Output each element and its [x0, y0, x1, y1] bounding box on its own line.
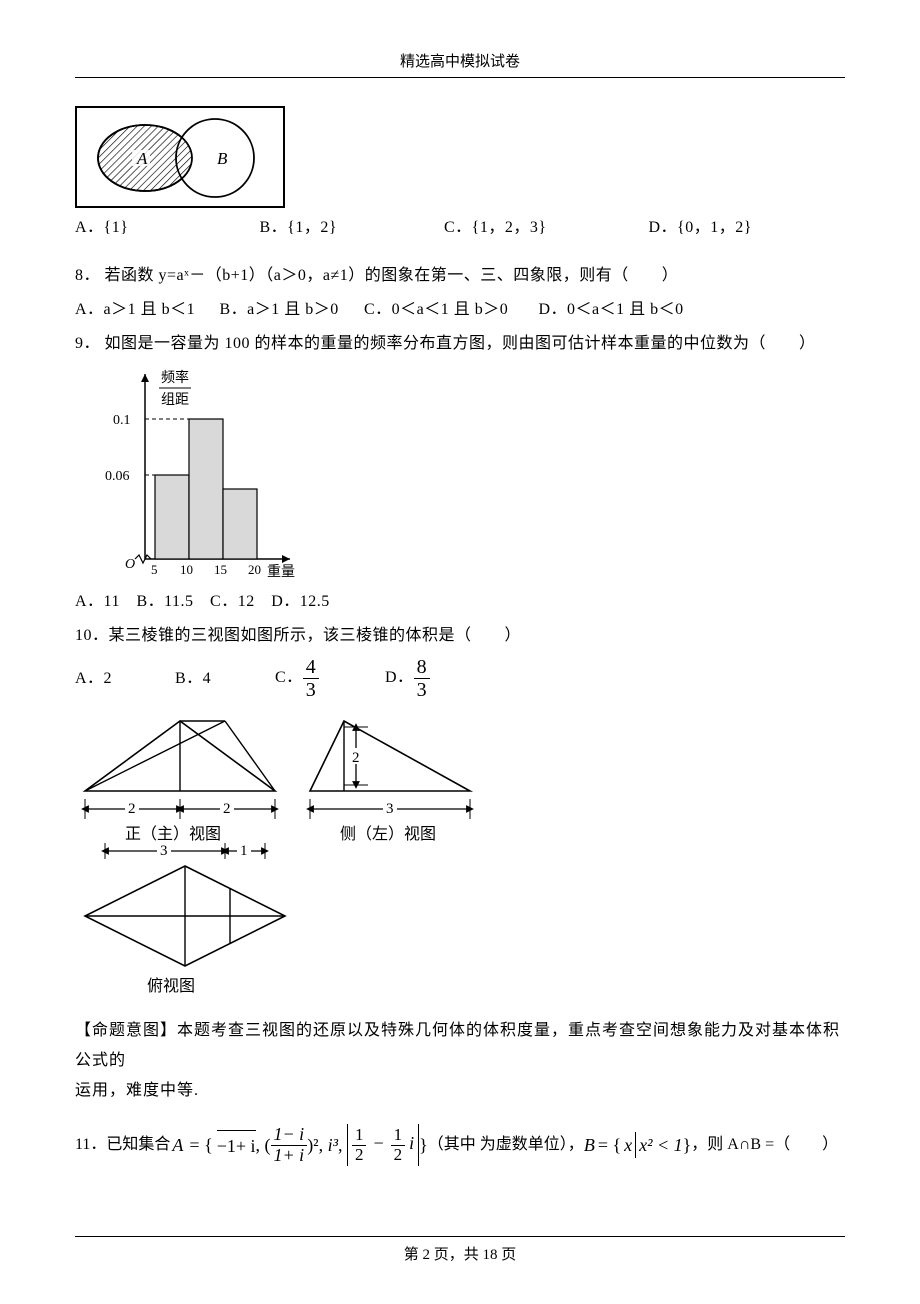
page-footer: 第 2 页，共 18 页: [75, 1236, 845, 1264]
q7-opt-b: B．{1，2}: [260, 214, 440, 242]
q9-histogram: 频率 组距 O 0.1 0.06 5 10 15: [75, 364, 845, 584]
hist-xtick-20: 20: [248, 562, 261, 577]
q8-stem: 8． 若函数 y=aˣ－（b+1）（a＞0，a≠1）的图象在第一、三、四象限，则…: [75, 262, 845, 290]
hist-ytick-01: 0.1: [113, 413, 131, 428]
q10-opt-a: A．2: [75, 665, 175, 693]
q10-opt-c: C．43: [275, 656, 385, 701]
q7-opt-a: A．{1}: [75, 214, 255, 242]
q10-options: A．2 B．4 C．43 D．83: [75, 656, 845, 701]
svg-text:2: 2: [223, 801, 231, 817]
hist-ylabel-bot: 组距: [161, 392, 189, 408]
svg-text:2: 2: [128, 801, 136, 817]
svg-text:3: 3: [386, 801, 394, 817]
q8-options: A．a＞1 且 b＜1 B．a＞1 且 b＞0 C．0＜a＜1 且 b＞0 D．…: [75, 296, 845, 324]
svg-text:O: O: [125, 557, 135, 572]
side-view-label: 侧（左）视图: [340, 825, 436, 843]
hist-bar-3: [223, 489, 257, 559]
hist-ylabel-top: 频率: [161, 369, 189, 386]
q11-conjugate: −1+ i: [217, 1130, 256, 1160]
analysis-label: 【命题意图】: [75, 1022, 177, 1039]
q8-opt-c: C．0＜a＜1 且 b＞0: [364, 296, 534, 324]
q8-opt-d: D．0＜a＜1 且 b＜0: [539, 296, 709, 324]
svg-text:2: 2: [352, 750, 360, 766]
q10-stem: 10．某三棱锥的三视图如图所示，该三棱锥的体积是（ ）: [75, 622, 845, 650]
q10-opt-d: D．83: [385, 656, 495, 701]
top-view-label: 俯视图: [147, 977, 195, 995]
page-header: 精选高中模拟试卷: [75, 50, 845, 78]
q7-opt-d: D．{0，1，2}: [649, 214, 809, 242]
q11-stem: 11．已知集合 A = { −1+ i , ( 1− i 1+ i )² , i…: [75, 1124, 845, 1166]
hist-xtick-5: 5: [151, 562, 158, 577]
venn-diagram: A B: [75, 106, 285, 208]
hist-bar-2: [189, 419, 223, 559]
q10-opt-b: B．4: [175, 665, 275, 693]
hist-xtick-15: 15: [214, 562, 227, 577]
hist-ytick-006: 0.06: [105, 469, 130, 484]
front-view-label: 正（主）视图: [125, 825, 221, 843]
q7-opt-c: C．{1，2，3}: [444, 214, 644, 242]
analysis-line1: 本题考查三视图的还原以及特殊几何体的体积度量，重点考查空间想象能力及对基本体积公…: [75, 1022, 840, 1069]
q11-abs: 12 − 12 i: [347, 1124, 419, 1166]
q10-three-views: 2 2 正（主）视图 3 1: [75, 711, 845, 1006]
analysis-line2: 运用，难度中等.: [75, 1082, 199, 1099]
hist-xlabel: 重量: [267, 564, 295, 579]
q9-stem: 9． 如图是一容量为 100 的样本的重量的频率分布直方图，则由图可估计样本重量…: [75, 330, 845, 358]
q7-options: A．{1} B．{1，2} C．{1，2，3} D．{0，1，2}: [75, 214, 845, 242]
venn-label-b: B: [217, 149, 228, 168]
q8-opt-a: A．a＞1 且 b＜1: [75, 296, 215, 324]
hist-xtick-10: 10: [180, 562, 193, 577]
venn-label-a: A: [136, 149, 148, 168]
svg-text:3: 3: [160, 843, 168, 859]
analysis-block: 【命题意图】本题考查三视图的还原以及特殊几何体的体积度量，重点考查空间想象能力及…: [75, 1016, 845, 1106]
q8-opt-b: B．a＞1 且 b＞0: [220, 296, 360, 324]
hist-bar-1: [155, 475, 189, 559]
svg-text:1: 1: [240, 843, 248, 859]
q9-options: A．11 B．11.5 C．12 D．12.5: [75, 588, 845, 616]
